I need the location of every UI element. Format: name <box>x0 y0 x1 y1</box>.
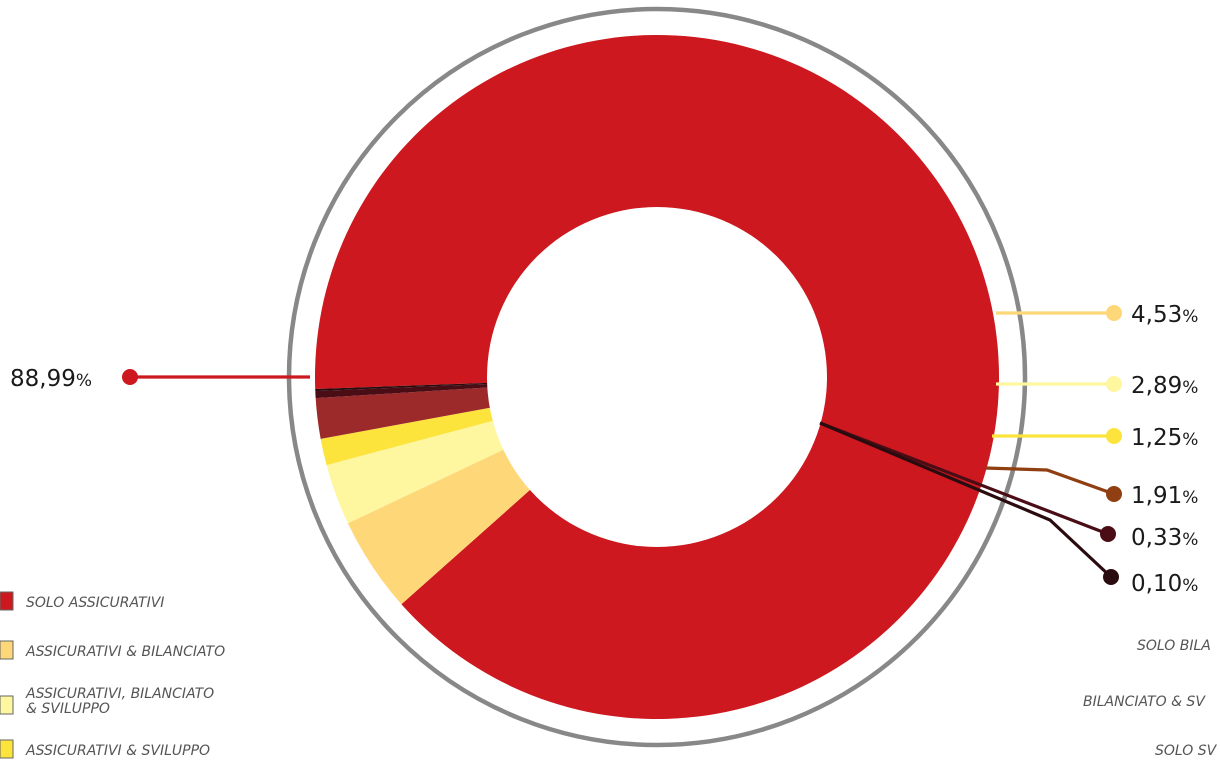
marker-solo-assicurativi <box>122 369 138 385</box>
marker-solo-sviluppo <box>1103 569 1119 585</box>
value-label-assicurativi-bilanciato-and-sviluppo: 2,89% <box>1131 373 1198 399</box>
value-label-solo-bilanciato: 1,91% <box>1131 483 1198 509</box>
value-labels: 88,99% 4,53% 2,89% 1,25% 1,91% 0,33% 0,10% <box>10 302 1198 597</box>
marker-assicurativi-and-sviluppo <box>1106 428 1122 444</box>
legend-label-solo-sviluppo: SOLO SV <box>1155 743 1218 759</box>
marker-solo-bilanciato <box>1106 486 1122 502</box>
value-label-solo-assicurativi: 88,99% <box>10 366 92 392</box>
leader-lines <box>122 305 1122 585</box>
value-label-solo-sviluppo: 0,10% <box>1131 571 1198 597</box>
value-label-assicurativi-and-sviluppo: 1,25% <box>1131 425 1198 451</box>
legend-label-assicurativi-and-sviluppo: ASSICURATIVI & SVILUPPO <box>25 743 210 759</box>
leader-bilanciato-and-sviluppo <box>819 421 1109 536</box>
donut-hole <box>487 207 827 547</box>
legend-swatch-assicurativi-bilanciato-and-sviluppo <box>0 695 14 715</box>
legend: SOLO ASSICURATIVI ASSICURATIVI & BILANCIA… <box>0 591 1218 759</box>
legend-swatch-assicurativi-and-bilanciato <box>0 640 14 660</box>
marker-bilanciato-and-sviluppo <box>1100 526 1116 542</box>
legend-label-assicurativi-and-bilanciato: ASSICURATIVI & BILANCIATO <box>25 644 225 660</box>
legend-label-solo-assicurativi: SOLO ASSICURATIVI <box>26 595 164 611</box>
legend-swatch-assicurativi-and-sviluppo <box>0 739 14 759</box>
value-label-assicurativi-and-bilanciato: 4,53% <box>1131 302 1198 328</box>
leader-solo-bilanciato <box>984 466 1115 496</box>
legend-label-solo-bilanciato: SOLO BILA <box>1137 638 1211 654</box>
legend-label-bilanciato-and-sviluppo: BILANCIATO & SV <box>1083 694 1206 710</box>
marker-assicurativi-bilanciato-and-sviluppo <box>1106 376 1122 392</box>
legend-label-assicurativi-bilanciato-and-sviluppo: ASSICURATIVI, BILANCIATO & SVILUPPO <box>25 686 214 717</box>
value-label-bilanciato-and-sviluppo: 0,33% <box>1131 525 1198 551</box>
leader-solo-sviluppo <box>819 421 1113 579</box>
marker-assicurativi-and-bilanciato <box>1106 305 1122 321</box>
legend-swatch-solo-assicurativi <box>0 591 14 611</box>
